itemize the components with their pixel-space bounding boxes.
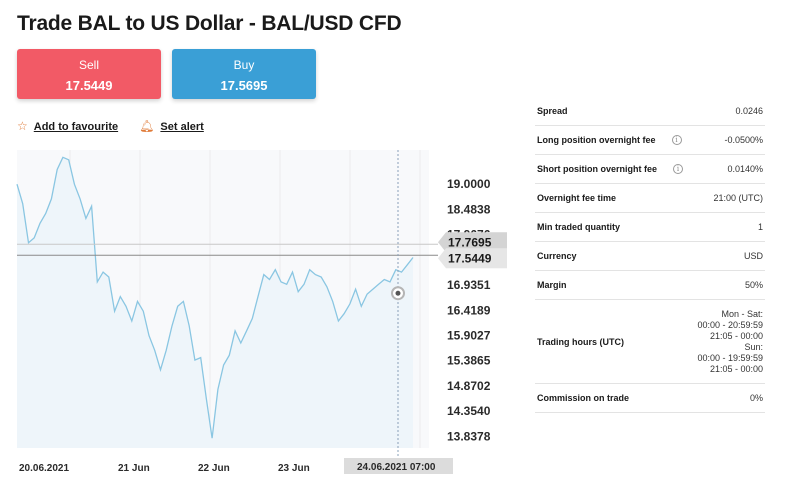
hover-x-label: 24.06.2021 07:00: [357, 462, 436, 473]
currency-label: Currency: [537, 251, 577, 261]
y-tick-label: 16.4189: [447, 303, 491, 317]
buy-button[interactable]: Buy 17.5695: [172, 49, 316, 99]
set-alert-label: Set alert: [160, 121, 204, 133]
x-axis: 20.06.2021 21 Jun 22 Jun 23 Jun 24.06.2021 0…: [19, 458, 453, 474]
row-margin: Margin 50%: [535, 271, 765, 300]
sell-button[interactable]: Sell 17.5449: [17, 49, 161, 99]
bell-icon: 🔔︎: [139, 119, 155, 133]
margin-value: 50%: [744, 280, 763, 290]
sell-label: Sell: [78, 58, 99, 72]
x-tick-label: 22 Jun: [198, 463, 230, 474]
sell-price: 17.5449: [65, 78, 113, 93]
price-chart[interactable]: 19.000018.483817.967616.935116.418915.90…: [0, 140, 520, 480]
row-currency: Currency USD: [535, 242, 765, 271]
hours-line: 00:00 - 20:59:59: [697, 319, 763, 330]
row-commission: Commission on trade 0%: [535, 384, 765, 413]
long-fee-value: -0.0500%: [724, 135, 763, 145]
sell-price-tag: 17.5449: [448, 251, 492, 265]
x-tick-label: 23 Jun: [278, 463, 310, 474]
buy-label: Buy: [233, 58, 255, 72]
y-tick-label: 16.9351: [447, 278, 491, 292]
long-fee-label: Long position overnight fee: [537, 135, 656, 145]
short-fee-value: 0.0140%: [727, 164, 763, 174]
actions-bar: ☆ Add to favourite 🔔︎ Set alert: [17, 119, 222, 133]
instrument-details-table: Spread 0.0246 Long position overnight fe…: [535, 97, 765, 413]
buy-price-tag: 17.7695: [448, 235, 492, 249]
trading-hours-label: Trading hours (UTC): [537, 336, 624, 347]
fee-time-value: 21:00 (UTC): [713, 193, 763, 203]
price-tags: 17.7695 17.5449: [438, 232, 507, 269]
page-title: Trade BAL to US Dollar - BAL/USD CFD: [17, 12, 402, 35]
hover-point-center: [395, 290, 401, 296]
commission-value: 0%: [749, 393, 763, 403]
hours-line: 21:05 - 00:00: [709, 363, 763, 374]
min-qty-value: 1: [757, 222, 763, 232]
add-to-favourite-label: Add to favourite: [33, 121, 119, 133]
y-tick-label: 13.8378: [447, 429, 491, 443]
row-short-fee: Short position overnight fee i 0.0140%: [535, 155, 765, 184]
buy-price-tag-bg: [438, 232, 507, 253]
hours-line: Mon - Sat:: [721, 308, 763, 319]
short-fee-label: Short position overnight fee: [537, 164, 658, 174]
min-qty-label: Min traded quantity: [537, 222, 620, 232]
row-min-qty: Min traded quantity 1: [535, 213, 765, 242]
y-tick-label: 15.9027: [447, 329, 491, 343]
currency-value: USD: [743, 251, 763, 261]
set-alert-link[interactable]: 🔔︎ Set alert: [139, 119, 204, 133]
trading-hours-value: Mon - Sat: 00:00 - 20:59:59 21:05 - 00:0…: [697, 309, 763, 375]
sell-price-tag-bg: [438, 248, 507, 269]
hours-line: Sun:: [744, 341, 763, 352]
fee-time-label: Overnight fee time: [537, 193, 617, 203]
y-axis: 19.000018.483817.967616.935116.418915.90…: [447, 177, 491, 443]
row-spread: Spread 0.0246: [535, 97, 765, 126]
y-tick-label: 14.3540: [447, 404, 491, 418]
hours-line: 21:05 - 00:00: [709, 330, 763, 341]
hover-x-label-bg: [344, 458, 453, 474]
margin-label: Margin: [537, 280, 567, 290]
row-fee-time: Overnight fee time 21:00 (UTC): [535, 184, 765, 213]
x-tick-label: 21 Jun: [118, 463, 150, 474]
row-long-fee: Long position overnight fee i -0.0500%: [535, 126, 765, 155]
buy-price: 17.5695: [220, 78, 268, 93]
price-line: [16, 156, 414, 439]
spread-value: 0.0246: [735, 106, 763, 116]
add-to-favourite-link[interactable]: ☆ Add to favourite: [17, 119, 118, 133]
y-tick-label: 19.0000: [447, 177, 491, 191]
hours-line: 00:00 - 19:59:59: [697, 352, 763, 363]
x-tick-label: 20.06.2021: [19, 463, 69, 474]
chart-area-fill: [17, 157, 413, 449]
row-trading-hours: Trading hours (UTC) Mon - Sat: 00:00 - 2…: [535, 300, 765, 384]
y-tick-label: 15.3865: [447, 354, 491, 368]
y-tick-label: 18.4838: [447, 202, 491, 216]
info-icon[interactable]: i: [673, 164, 684, 174]
spread-label: Spread: [537, 106, 568, 116]
commission-label: Commission on trade: [537, 393, 630, 403]
star-outline-icon: ☆: [17, 119, 28, 133]
y-tick-label: 14.8702: [447, 379, 491, 393]
info-icon[interactable]: i: [671, 135, 682, 145]
